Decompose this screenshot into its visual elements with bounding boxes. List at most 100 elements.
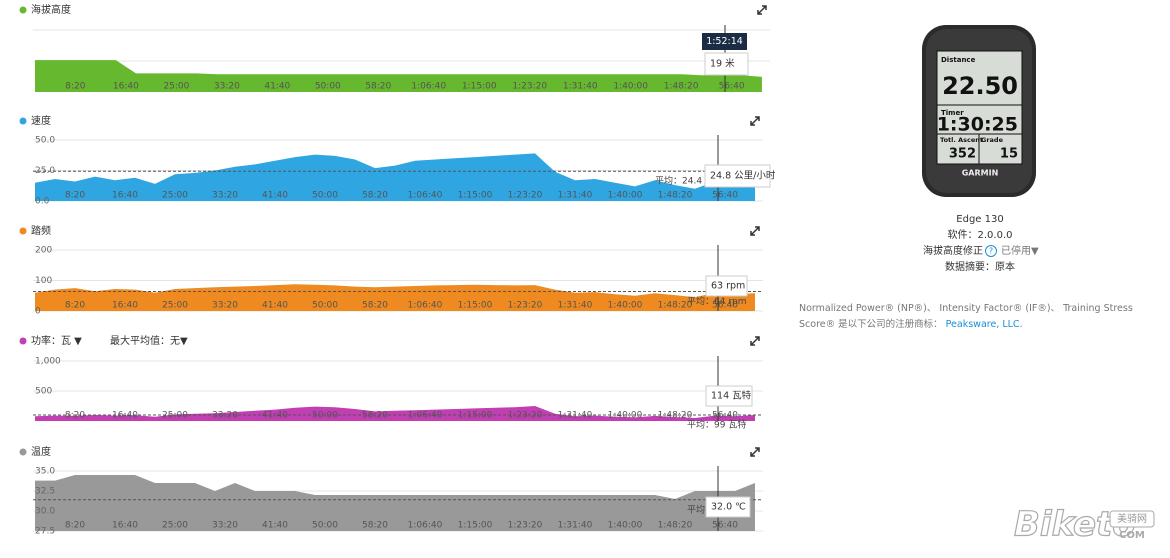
expand-icon[interactable] (750, 116, 760, 126)
x-tick-label: 41:40 (262, 521, 288, 531)
x-tick-label: 50:00 (312, 191, 338, 201)
tooltip-text: 24.8 公里/小时 (710, 170, 776, 182)
tooltip-box (705, 385, 753, 407)
y-tick-label: 200 (35, 246, 52, 256)
x-tick-label: 41:40 (262, 301, 288, 311)
x-tick-label: 16:40 (112, 301, 138, 311)
x-tick-label: 1:48:20 (658, 301, 693, 311)
x-tick-label: 58:20 (365, 82, 391, 92)
legend-dot (19, 448, 27, 456)
footnote-text: Normalized Power® (NP®)、 Intensity Facto… (799, 303, 1133, 330)
data-summary: 数据摘要：原本 (945, 260, 1015, 273)
tooltip-box (704, 164, 771, 188)
x-tick-label: 1:23:20 (508, 191, 543, 201)
tooltip-box (704, 52, 749, 76)
chart-title: 踏频 (31, 224, 51, 237)
help-icon[interactable] (985, 245, 997, 257)
x-tick-label: 1:06:40 (408, 191, 443, 201)
x-tick-label: 1:23:20 (508, 521, 543, 531)
screen-value: 1:30:25 (937, 114, 1018, 136)
x-tick-label: 50:00 (312, 521, 338, 531)
x-tick-label: 8:20 (65, 191, 85, 201)
tooltip-text: 19 米 (710, 58, 735, 70)
y-tick-label: 0 (35, 307, 41, 317)
x-tick-label: 1:23:20 (508, 301, 543, 311)
legend-dot (19, 117, 27, 125)
chart-subtitle: 最大平均值：无▼ (110, 334, 188, 347)
cursor-time: 1:52:14 (706, 36, 743, 47)
footnote-link[interactable]: Peaksware, LLC. (945, 319, 1023, 330)
average-label: 平均：64 rpm (687, 295, 747, 307)
area (35, 284, 755, 311)
x-tick-label: 50:00 (315, 82, 341, 92)
screen-label: Timer (941, 109, 964, 117)
chart-title: 功率：瓦 ▼ (31, 334, 82, 347)
x-tick-label: 56:40 (712, 191, 738, 201)
footnote: Normalized Power® (NP®)、 Intensity Facto… (799, 301, 1159, 333)
x-tick-label: 1:15:00 (458, 521, 493, 531)
x-tick-label: 56:40 (712, 301, 738, 311)
x-tick-label: 25:00 (163, 82, 189, 92)
watermark-box (1109, 510, 1155, 528)
y-tick-label: 30.0 (35, 507, 55, 517)
x-tick-label: 1:06:40 (408, 301, 443, 311)
x-tick-label: 1:40:00 (608, 301, 643, 311)
x-tick-label: 1:31:40 (558, 521, 593, 531)
average-label: 平均：24.4 (655, 175, 702, 187)
y-tick-label: 100 (35, 276, 52, 286)
tooltip-box (705, 496, 751, 518)
elevation-correction: 海拔高度修正 (923, 244, 983, 257)
brand: GARMIN (962, 169, 999, 178)
x-tick-label: 1:06:40 (408, 521, 443, 531)
expand-icon[interactable] (750, 447, 760, 457)
x-tick-label: 33:20 (212, 521, 238, 531)
expand-icon[interactable] (757, 5, 767, 15)
cursor-time-box (702, 33, 747, 50)
elevation-correction-state[interactable]: 已停用▼ (1001, 244, 1039, 257)
legend-dot (19, 227, 27, 235)
x-tick-label: 8:20 (65, 82, 85, 92)
x-tick-label: 1:31:40 (563, 82, 598, 92)
x-tick-label: 16:40 (112, 191, 138, 201)
x-tick-label: 56:40 (719, 82, 745, 92)
x-tick-label: 16:40 (112, 521, 138, 531)
chart-title: 速度 (31, 114, 51, 127)
x-tick-label: 1:40:00 (608, 521, 643, 531)
area (35, 153, 755, 201)
y-tick-label: 1,000 (35, 357, 61, 367)
x-tick-label: 1:48:20 (658, 521, 693, 531)
x-tick-label: 33:20 (214, 82, 240, 92)
expand-icon[interactable] (750, 226, 760, 236)
x-tick-label: 58:20 (362, 521, 388, 531)
tooltip-text: 63 rpm (711, 281, 745, 292)
expand-icon[interactable] (750, 336, 760, 346)
x-tick-label: 1:48:20 (664, 82, 699, 92)
x-tick-label: 1:23:20 (512, 82, 547, 92)
screen-value: 15 (1000, 147, 1018, 162)
x-tick-label: 1:06:40 (411, 82, 446, 92)
tooltip-text: 32.0 ℃ (711, 502, 746, 513)
x-tick-label: 8:20 (65, 521, 85, 531)
x-tick-label: 1:40:00 (613, 82, 648, 92)
screen-label: Totl. Ascent (940, 136, 983, 144)
y-tick-label: 50.0 (35, 136, 55, 146)
screen-value: 22.50 (942, 72, 1018, 100)
tooltip-text: 114 瓦特 (711, 390, 752, 402)
screen-label: Distance (941, 56, 976, 64)
x-tick-label: 16:40 (113, 82, 139, 92)
x-tick-label: 56:40 (712, 521, 738, 531)
screen-label: Grade (981, 136, 1004, 144)
x-tick-label: 33:20 (212, 191, 238, 201)
x-tick-label: 33:20 (212, 301, 238, 311)
y-tick-label: 0.0 (35, 197, 50, 207)
x-tick-label: 1:31:40 (558, 191, 593, 201)
chart-title: 温度 (31, 445, 51, 458)
tooltip-box (705, 275, 748, 297)
y-tick-label: 35.0 (35, 467, 55, 477)
average-label: 平均：99 瓦特 (687, 419, 746, 431)
x-tick-label: 50:00 (312, 301, 338, 311)
help-icon-text[interactable]: ? (989, 247, 993, 256)
x-tick-label: 1:40:00 (608, 191, 643, 201)
